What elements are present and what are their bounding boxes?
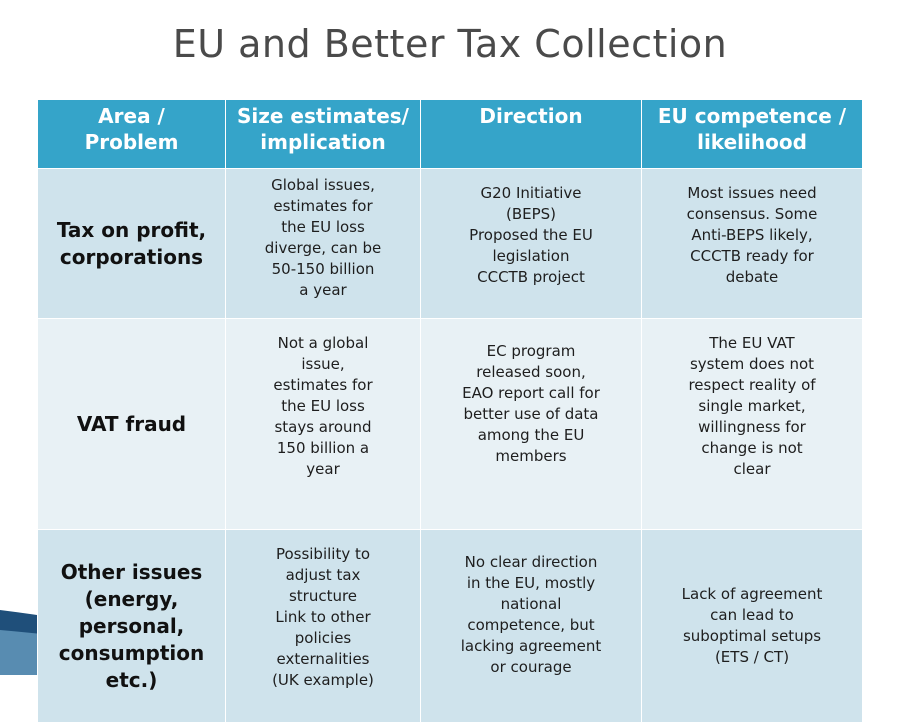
column-header-competence: EU competence / likelihood: [641, 99, 863, 169]
tax-collection-table: Area / Problem Size estimates/ implicati…: [37, 99, 863, 723]
table-row: VAT fraud Not a global issue, estimates …: [37, 318, 863, 530]
area-cell: Other issues (energy, personal, consumpt…: [37, 529, 226, 723]
competence-cell: The EU VAT system does not respect reali…: [641, 318, 863, 530]
column-header-size: Size estimates/ implication: [225, 99, 421, 169]
direction-cell: No clear direction in the EU, mostly nat…: [420, 529, 642, 723]
area-cell: VAT fraud: [37, 318, 226, 530]
size-cell: Possibility to adjust tax structure Link…: [225, 529, 421, 723]
size-cell: Global issues, estimates for the EU loss…: [225, 168, 421, 319]
area-cell: Tax on profit, corporations: [37, 168, 226, 319]
column-header-direction: Direction: [420, 99, 642, 169]
table-header-row: Area / Problem Size estimates/ implicati…: [37, 99, 863, 169]
size-cell: Not a global issue, estimates for the EU…: [225, 318, 421, 530]
column-header-area: Area / Problem: [37, 99, 226, 169]
competence-cell: Most issues need consensus. Some Anti-BE…: [641, 168, 863, 319]
direction-cell: G20 Initiative (BEPS) Proposed the EU le…: [420, 168, 642, 319]
direction-cell: EC program released soon, EAO report cal…: [420, 318, 642, 530]
table-row: Tax on profit, corporations Global issue…: [37, 168, 863, 319]
slide-title: EU and Better Tax Collection: [172, 22, 728, 66]
competence-cell: Lack of agreement can lead to suboptimal…: [641, 529, 863, 723]
table-row: Other issues (energy, personal, consumpt…: [37, 529, 863, 723]
